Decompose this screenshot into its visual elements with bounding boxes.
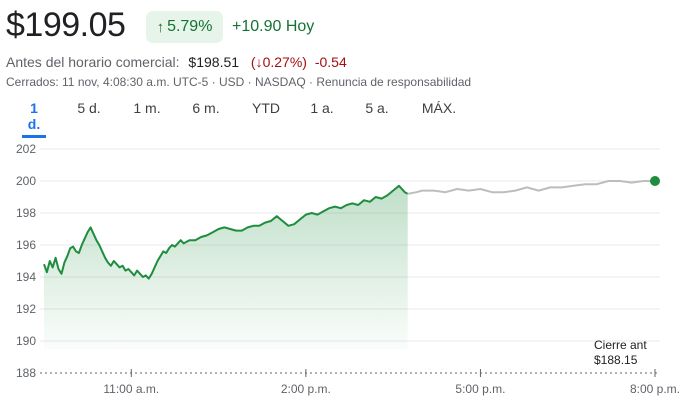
y-tick-label: 196: [16, 238, 36, 252]
y-tick-label: 202: [16, 142, 36, 156]
pre-market-change: -0.54: [314, 54, 347, 70]
current-price: $199.05: [6, 6, 126, 44]
last-price-dot: [650, 176, 660, 186]
tab-max[interactable]: MÁX.: [421, 100, 457, 116]
previous-close-value: $188.15: [594, 353, 638, 367]
y-tick-label: 192: [16, 302, 36, 316]
change-absolute: +10.90 Hoy: [232, 18, 315, 35]
y-tick-label: 188: [16, 366, 36, 380]
previous-close-label: Cierre ant: [594, 338, 647, 352]
tab-ytd[interactable]: YTD: [252, 100, 280, 116]
tab-6m[interactable]: 6 m.: [192, 100, 220, 116]
pre-market-row: Antes del horario comercial: $198.51 (↓0…: [6, 54, 347, 70]
x-tick-label: 8:00 p.m.: [630, 382, 680, 396]
tab-1d[interactable]: 1 d.: [22, 100, 46, 138]
x-tick-label: 11:00 a.m.: [103, 382, 159, 396]
y-tick-label: 200: [16, 174, 36, 188]
market-status-text: Cerrados: 11 nov, 4:08:30 a.m. UTC-5 · U…: [6, 75, 317, 89]
pre-market-price: $198.51: [188, 54, 240, 70]
x-tick-label: 5:00 p.m.: [455, 382, 505, 396]
y-tick-label: 198: [16, 206, 36, 220]
y-tick-label: 194: [16, 270, 36, 284]
tab-5d[interactable]: 5 d.: [77, 100, 101, 116]
pre-market-percent: (↓0.27%): [250, 54, 307, 70]
y-tick-label: 190: [16, 334, 36, 348]
tab-1m[interactable]: 1 m.: [133, 100, 161, 116]
price-line-regular: [43, 184, 409, 280]
price-line-after-hours: [407, 180, 655, 195]
disclaimer-link[interactable]: Renuncia de responsabilidad: [316, 75, 472, 89]
x-tick-label: 2:00 p.m.: [281, 382, 331, 396]
range-tabs: 1 d. 5 d. 1 m. 6 m. YTD 1 a. 5 a. MÁX.: [0, 100, 699, 138]
arrow-up-icon: ↑: [156, 18, 165, 36]
tab-1y[interactable]: 1 a.: [310, 100, 334, 116]
change-percent-badge: ↑ 5.79%: [146, 11, 223, 43]
price-area-fill: [44, 185, 408, 349]
tab-5y[interactable]: 5 a.: [365, 100, 389, 116]
change-percent: 5.79%: [167, 18, 213, 35]
price-chart[interactable]: 202 200 198 196 194 192 190 188 11:00 a.m. 2:00 p…: [0, 130, 699, 410]
pre-market-label: Antes del horario comercial:: [6, 54, 180, 70]
market-status-line: Cerrados: 11 nov, 4:08:30 a.m. UTC-5 · U…: [6, 75, 471, 89]
